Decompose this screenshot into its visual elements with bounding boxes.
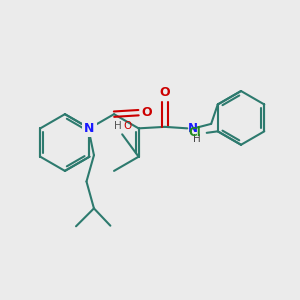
Text: O: O [123, 121, 131, 131]
Text: Cl: Cl [189, 126, 201, 139]
Text: H: H [113, 121, 121, 131]
Text: O: O [142, 106, 152, 119]
Text: N: N [84, 122, 95, 135]
Text: H: H [193, 134, 200, 144]
Text: N: N [188, 122, 198, 135]
Text: O: O [160, 86, 170, 99]
